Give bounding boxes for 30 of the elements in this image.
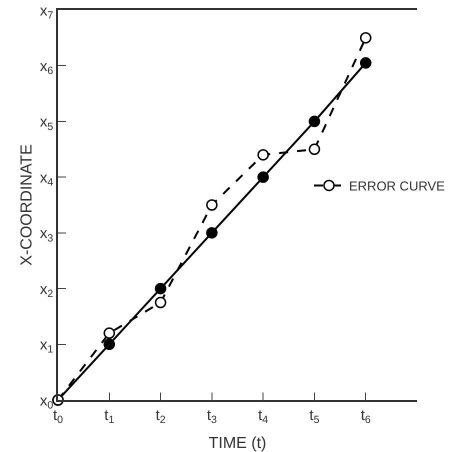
point — [308, 144, 320, 156]
point — [154, 282, 166, 294]
y-tick-label: x$_{5}$ — [40, 114, 54, 133]
point — [104, 327, 116, 339]
point — [206, 227, 218, 239]
point — [257, 171, 269, 183]
y-tick-label: x$_{2}$ — [40, 280, 54, 300]
point — [308, 116, 320, 128]
y-axis-title: X-COORDINATE — [18, 144, 36, 266]
point — [206, 199, 218, 211]
x-tick-label: t$_{3}$ — [206, 406, 218, 426]
y-tick-label: x$_{3}$ — [40, 225, 54, 244]
point — [360, 57, 372, 69]
legend-label: ERROR CURVE — [349, 178, 446, 194]
x-tick-label: t$_{6}$ — [360, 406, 371, 426]
y-tick-label: x$_{6}$ — [40, 58, 54, 78]
y-tick-label: x$_{7}$ — [40, 2, 54, 22]
point — [104, 338, 116, 350]
x-tick-label: t$_{1}$ — [104, 406, 114, 426]
y-tick-label: x$_{1}$ — [40, 336, 54, 356]
y-tick-label: x$_{0}$ — [40, 392, 54, 412]
x-tick-label: t$_{0}$ — [52, 406, 64, 426]
point — [360, 32, 372, 44]
x-axis-title: TIME (t) — [208, 435, 266, 452]
point — [257, 149, 269, 161]
x-tick-label: t$_{2}$ — [156, 406, 166, 426]
point — [154, 296, 166, 308]
x-tick-label: t$_{5}$ — [309, 406, 320, 426]
y-tick-label: x$_{4}$ — [40, 169, 54, 189]
x-tick-label: t$_{4}$ — [258, 406, 268, 426]
